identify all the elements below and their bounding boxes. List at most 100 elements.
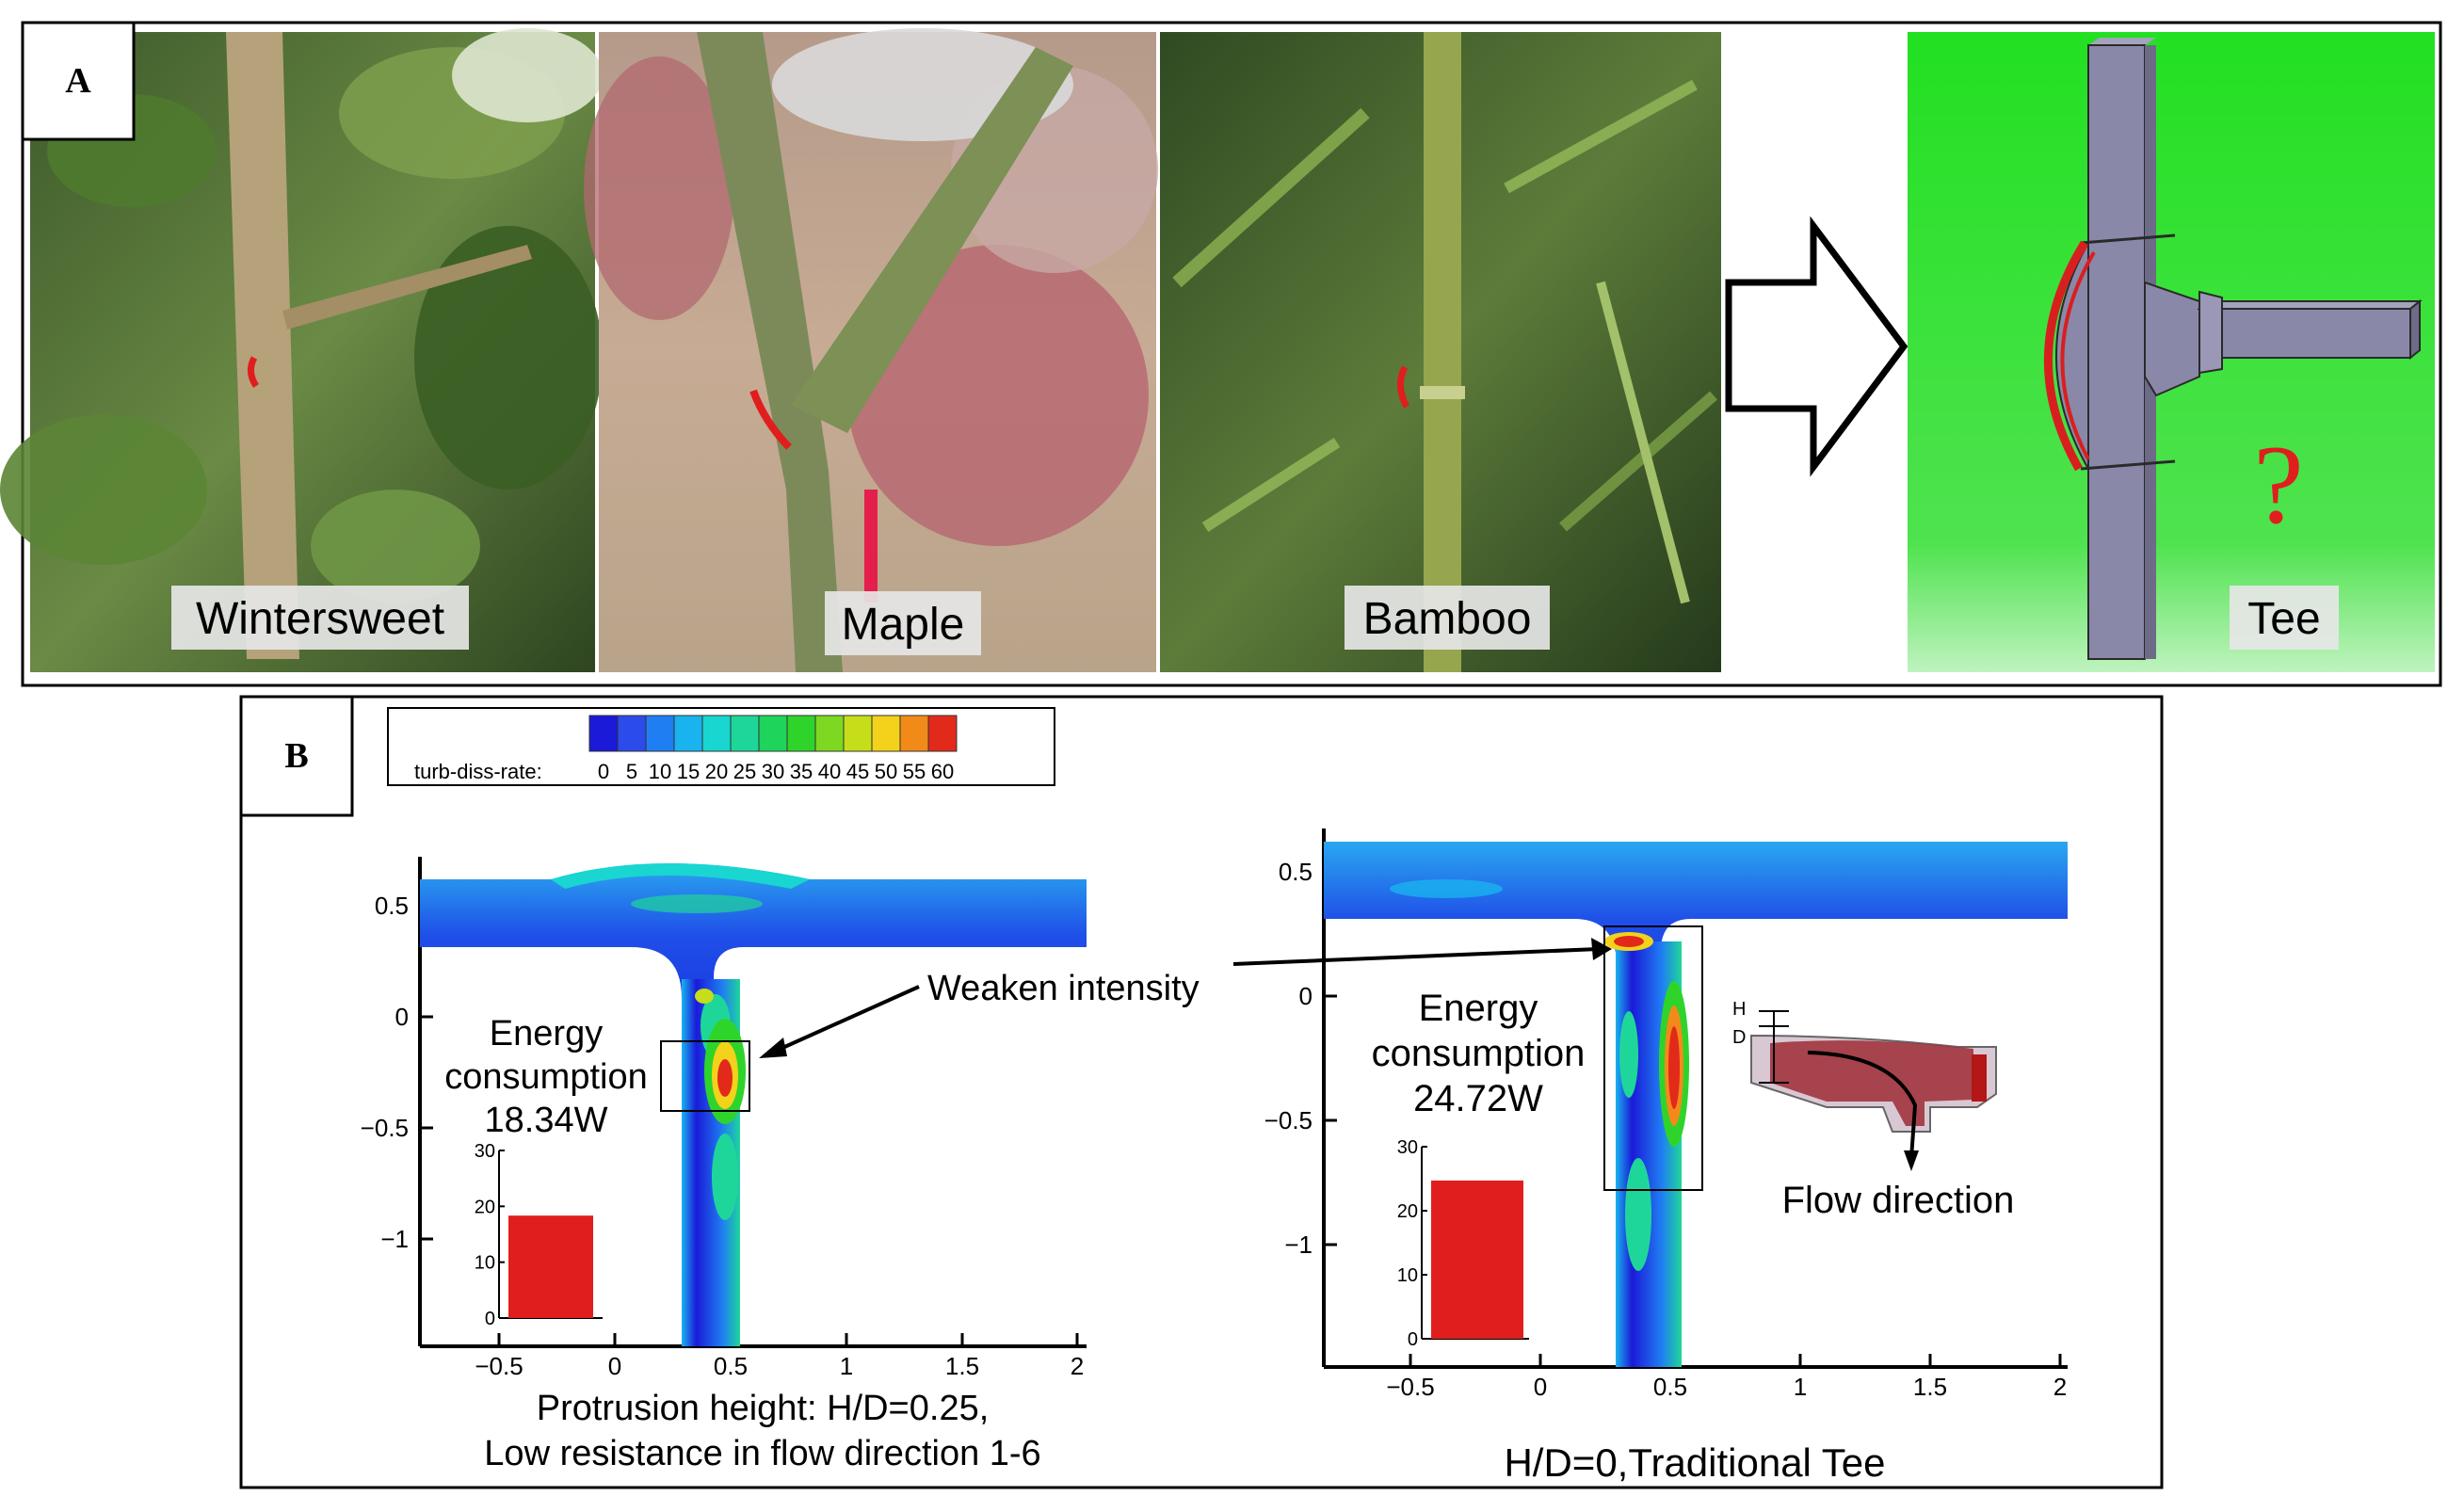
left-energy-label-1: Energy xyxy=(490,1014,603,1054)
inset-tick-label: 10 xyxy=(475,1253,495,1274)
annotation-weaken-intensity: Weaken intensity xyxy=(927,969,1200,1008)
x-tick-label: 2 xyxy=(2053,1373,2067,1401)
colorbar-swatch xyxy=(645,715,675,752)
colorbar-title: turb-diss-rate: xyxy=(414,760,542,783)
right-x-ticks: −0.5 0 0.5 1 1.5 2 xyxy=(1386,1354,2067,1401)
right-y-ticks: 0.5 0 −0.5 −1 xyxy=(1264,858,1337,1259)
colorbar-swatch xyxy=(673,715,703,752)
flow-direction-label: Flow direction xyxy=(1782,1180,2015,1221)
x-tick-label: 1 xyxy=(840,1352,853,1380)
colorbar-tick-label: 5 xyxy=(626,760,637,783)
colorbar-swatch xyxy=(814,715,845,752)
panel-b-label-text: B xyxy=(284,736,308,776)
y-tick-label: 0 xyxy=(1299,982,1313,1010)
right-flow-field xyxy=(1324,842,2068,1367)
left-caption-2: Low resistance in flow direction 1-6 xyxy=(484,1434,1040,1473)
caption-wintersweet: Wintersweet xyxy=(171,586,469,650)
x-tick-label: 0 xyxy=(608,1352,621,1380)
panel-a-label-text: A xyxy=(65,61,91,101)
inset-tick-label: 30 xyxy=(1397,1137,1418,1158)
colorbar-swatch xyxy=(701,715,732,752)
tee-schematic: H D xyxy=(1732,999,1997,1171)
photo-maple xyxy=(584,28,1158,672)
protrusion-curve xyxy=(2043,240,2088,472)
x-tick-label: 2 xyxy=(1071,1352,1084,1380)
colorbar-swatch xyxy=(871,715,901,752)
inset-tick-label: 10 xyxy=(1397,1265,1418,1286)
annotation-arrow-left xyxy=(771,985,920,1054)
y-tick-label: 0.5 xyxy=(1279,858,1313,886)
y-tick-label: −0.5 xyxy=(361,1114,409,1142)
x-tick-label: 0 xyxy=(1534,1373,1547,1401)
colorbar-swatch xyxy=(899,715,929,752)
question-mark: ? xyxy=(2253,422,2303,547)
colorbar-tick-label: 15 xyxy=(677,760,700,783)
caption-bamboo-text: Bamboo xyxy=(1363,594,1532,644)
annotation-arrow-right xyxy=(1232,947,1600,966)
panel-a-border xyxy=(21,21,2442,687)
right-plot: 0.5 0 −0.5 −1 −0.5 0 0.5 1 1.5 2 Energy consumpt… xyxy=(1264,828,2068,1485)
inset-tick-label: 20 xyxy=(475,1197,495,1217)
colorbar-swatch xyxy=(617,715,647,752)
caption-maple: Maple xyxy=(825,591,981,655)
panel-a-label: A xyxy=(21,21,136,141)
inset-tick-label: 30 xyxy=(475,1141,495,1162)
colorbar-tick-label: 55 xyxy=(903,760,926,783)
panel-b: B turb-diss-rate: 0 5 10 15 20 25 30 35 40 45 50 55… xyxy=(239,695,2164,1489)
left-inset-ticks: 30 20 10 0 xyxy=(475,1141,505,1329)
x-tick-label: 0.5 xyxy=(1653,1373,1687,1401)
colorbar-swatch xyxy=(758,715,788,752)
panel-b-border xyxy=(239,695,2164,1489)
colorbar-tick-label: 20 xyxy=(705,760,728,783)
y-tick-label: −0.5 xyxy=(1264,1106,1313,1134)
colorbar-tick-label: 10 xyxy=(649,760,671,783)
colorbar-swatch xyxy=(927,715,958,752)
tee-model: ? xyxy=(1908,32,2435,672)
right-caption: H/D=0,Traditional Tee xyxy=(1504,1440,1885,1485)
left-inset-bar-chart: 30 20 10 0 xyxy=(475,1141,603,1329)
colorbar-tick-label: 60 xyxy=(931,760,954,783)
right-highlight-box xyxy=(1603,925,1703,1191)
caption-tee: Tee xyxy=(2230,586,2339,650)
colorbar-swatch xyxy=(843,715,873,752)
y-tick-label: −1 xyxy=(1284,1231,1313,1259)
photo-wintersweet xyxy=(0,28,603,672)
left-y-ticks: 0.5 0 −0.5 −1 xyxy=(361,892,433,1253)
y-tick-label: −1 xyxy=(380,1225,409,1253)
colorbar-swatch xyxy=(588,715,619,752)
inset-tick-label: 0 xyxy=(1408,1329,1418,1350)
left-energy-value: 18.34W xyxy=(485,1101,608,1140)
right-energy-value: 24.72W xyxy=(1413,1078,1543,1119)
colorbar-tick-label: 50 xyxy=(875,760,897,783)
x-tick-label: −0.5 xyxy=(1386,1373,1434,1401)
colorbar-tick-label: 45 xyxy=(846,760,869,783)
left-flow-field xyxy=(420,863,1087,1346)
right-energy-bar xyxy=(1431,1180,1523,1339)
caption-tee-text: Tee xyxy=(2247,594,2320,644)
panel-b-label: B xyxy=(239,695,354,817)
colorbar-tick-label: 40 xyxy=(818,760,841,783)
x-tick-label: −0.5 xyxy=(475,1352,523,1380)
left-energy-bar xyxy=(508,1215,593,1318)
right-energy-label-2: consumption xyxy=(1372,1033,1586,1074)
colorbar-tick-label: 35 xyxy=(790,760,813,783)
panel-a: Wintersweet Maple xyxy=(0,21,2442,687)
colorbar-tick-label: 0 xyxy=(598,760,609,783)
caption-maple-text: Maple xyxy=(842,600,965,650)
caption-wintersweet-text: Wintersweet xyxy=(196,594,444,644)
x-tick-label: 1.5 xyxy=(945,1352,979,1380)
colorbar: turb-diss-rate: 0 5 10 15 20 25 30 35 40 45 50 55 60 xyxy=(387,707,1055,786)
left-highlight-box xyxy=(660,1040,750,1112)
colorbar-ticks: 0 5 10 15 20 25 30 35 40 45 50 55 60 xyxy=(598,760,954,783)
y-tick-label: 0.5 xyxy=(375,892,409,920)
right-inset-ticks: 30 20 10 0 xyxy=(1397,1137,1427,1350)
caption-bamboo: Bamboo xyxy=(1345,586,1550,650)
left-caption-1: Protrusion height: H/D=0.25, xyxy=(537,1389,990,1428)
y-tick-label: 0 xyxy=(395,1003,409,1031)
left-x-ticks: −0.5 0 0.5 1 1.5 2 xyxy=(475,1333,1084,1380)
colorbar-swatch xyxy=(730,715,760,752)
colorbar-tick-label: 30 xyxy=(762,760,784,783)
colorbar-tick-label: 25 xyxy=(733,760,756,783)
x-tick-label: 1 xyxy=(1794,1373,1807,1401)
